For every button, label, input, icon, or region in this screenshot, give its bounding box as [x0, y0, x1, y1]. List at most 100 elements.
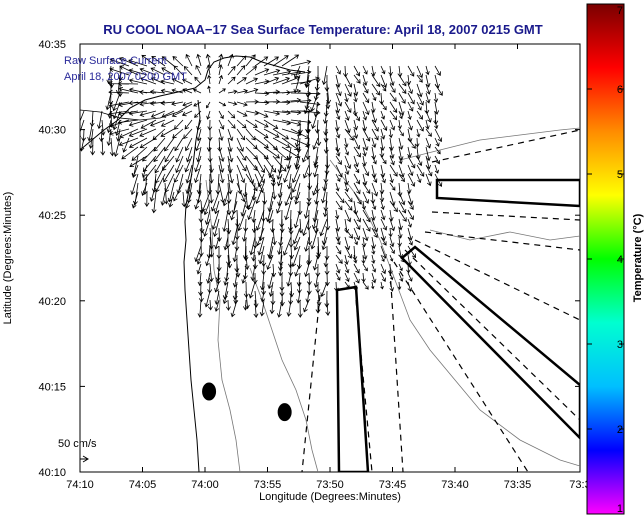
current-vector: [398, 128, 404, 137]
current-vector: [267, 209, 274, 224]
current-vector: [128, 137, 148, 148]
current-vector: [232, 245, 238, 263]
current-vector: [216, 254, 222, 272]
current-vector: [128, 58, 148, 67]
current-vector: [353, 83, 359, 97]
current-vector: [353, 236, 359, 246]
current-vector: [313, 146, 319, 166]
current-vector: [139, 128, 157, 137]
current-vector: [73, 138, 77, 156]
current-vector: [362, 191, 370, 204]
current-vector: [326, 83, 332, 105]
annotation-line-1: Raw Surface Current: [64, 55, 167, 67]
current-vector: [245, 77, 258, 85]
current-vector: [225, 254, 231, 266]
current-vector: [245, 66, 258, 76]
current-vector: [199, 200, 205, 215]
current-vector: [87, 119, 94, 142]
colorbar-tick-label: 3: [617, 339, 623, 351]
current-vector: [284, 200, 292, 221]
current-vector: [222, 290, 229, 305]
current-vector: [276, 200, 283, 214]
current-vector: [335, 65, 341, 75]
current-vector: [263, 76, 280, 85]
current-vector: [398, 218, 403, 231]
current-vector: [97, 110, 103, 130]
current-vector: [281, 137, 299, 151]
current-vector: [227, 65, 236, 76]
current-vector: [80, 110, 85, 127]
current-vector: [371, 92, 377, 101]
colorbar-label: Temperature (°C): [632, 213, 644, 302]
current-vector: [272, 128, 290, 140]
current-vector: [271, 227, 277, 246]
current-vector: [196, 119, 202, 131]
chart-title: RU COOL NOAA−17 Sea Surface Temperature:…: [103, 22, 542, 37]
current-vector: [263, 119, 279, 129]
current-vector: [227, 146, 234, 163]
current-vector: [236, 146, 247, 161]
current-vector: [353, 182, 361, 195]
current-vector: [353, 254, 358, 264]
current-vector: [344, 74, 353, 88]
current-vector: [362, 281, 369, 290]
surface-current-vectors: [73, 53, 443, 318]
current-vector: [139, 89, 157, 95]
current-vector: [216, 227, 222, 242]
current-vector: [312, 254, 319, 271]
current-vector: [389, 119, 396, 131]
current-vector: [296, 281, 302, 294]
current-vector: [88, 128, 94, 149]
current-vector: [297, 299, 303, 318]
current-vector: [425, 83, 431, 95]
current-vector: [271, 182, 277, 200]
current-vector: [398, 137, 404, 150]
current-vector: [227, 164, 234, 184]
current-vector: [117, 83, 123, 98]
current-vector: [196, 53, 202, 67]
current-vector: [416, 74, 423, 83]
current-vector: [380, 74, 387, 88]
current-vector: [434, 164, 439, 174]
current-vector: [73, 111, 77, 130]
current-vector: [311, 209, 319, 230]
current-vector: [344, 245, 353, 259]
current-vector: [155, 173, 166, 193]
current-vector: [279, 218, 285, 233]
exclusion-box-1: [435, 178, 580, 208]
current-vector: [279, 290, 285, 307]
current-vector: [407, 101, 414, 112]
current-vector: [226, 182, 232, 204]
current-vector: [218, 119, 225, 130]
y-tick-label: 40:35: [38, 39, 66, 51]
current-vector: [122, 137, 130, 153]
current-vector: [227, 119, 236, 129]
current-vector: [379, 146, 385, 158]
current-vector: [371, 155, 377, 165]
current-vector: [433, 92, 439, 103]
current-vector: [172, 128, 184, 139]
current-vector: [254, 91, 270, 97]
current-vector: [203, 218, 211, 237]
current-vector: [325, 209, 331, 231]
current-vector: [128, 100, 148, 106]
current-vector: [398, 164, 405, 178]
current-vector: [335, 236, 341, 246]
current-vector: [236, 182, 246, 203]
current-vector: [128, 119, 148, 127]
current-vector: [247, 200, 256, 221]
current-vector: [389, 182, 396, 191]
current-vector: [353, 146, 361, 158]
current-vector: [197, 272, 203, 287]
current-vector: [144, 191, 150, 208]
current-vector: [362, 245, 368, 260]
current-vector: [112, 92, 121, 112]
current-vector: [272, 76, 291, 85]
current-vector: [407, 146, 412, 158]
current-vector: [307, 155, 313, 177]
current-vector: [389, 272, 394, 281]
current-vector: [316, 236, 322, 257]
colorbar-tick-label: 4: [617, 254, 623, 266]
current-vector: [161, 110, 175, 118]
current-vector: [253, 299, 259, 318]
